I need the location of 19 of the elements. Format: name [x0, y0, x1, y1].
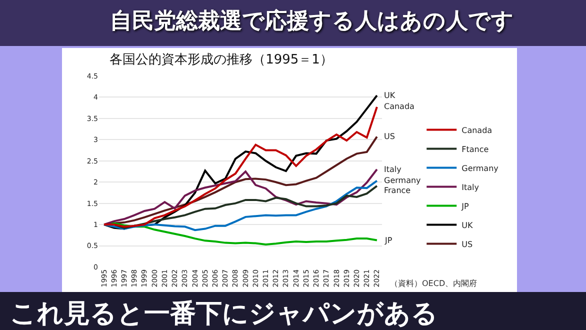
legend-label: Canada	[462, 126, 492, 135]
annotation: France	[384, 186, 411, 195]
legend-label: Italy	[462, 182, 480, 192]
text: （資料）OECD、内閣府	[390, 279, 478, 288]
annotation: Canada	[384, 102, 415, 111]
legend-label: Ftance	[462, 144, 489, 154]
legend-label: JP	[460, 202, 469, 211]
legend-label: Germany	[462, 164, 499, 173]
legend-label: UK	[462, 220, 474, 230]
annotation: US	[384, 132, 395, 141]
legend-label: US	[462, 240, 473, 249]
line-series	[103, 168, 378, 226]
chart-title: 各国公的資本形成の推移（1995＝1）	[110, 52, 333, 68]
annotation: Italy	[384, 165, 402, 174]
annotation: UK	[384, 91, 396, 100]
text: 自民党総裁選で応援する人はあの人です	[110, 8, 514, 36]
text: これ見ると一番下にジャパンがある	[10, 298, 438, 330]
annotation: JP	[384, 236, 392, 245]
annotation: Germany	[384, 176, 422, 185]
